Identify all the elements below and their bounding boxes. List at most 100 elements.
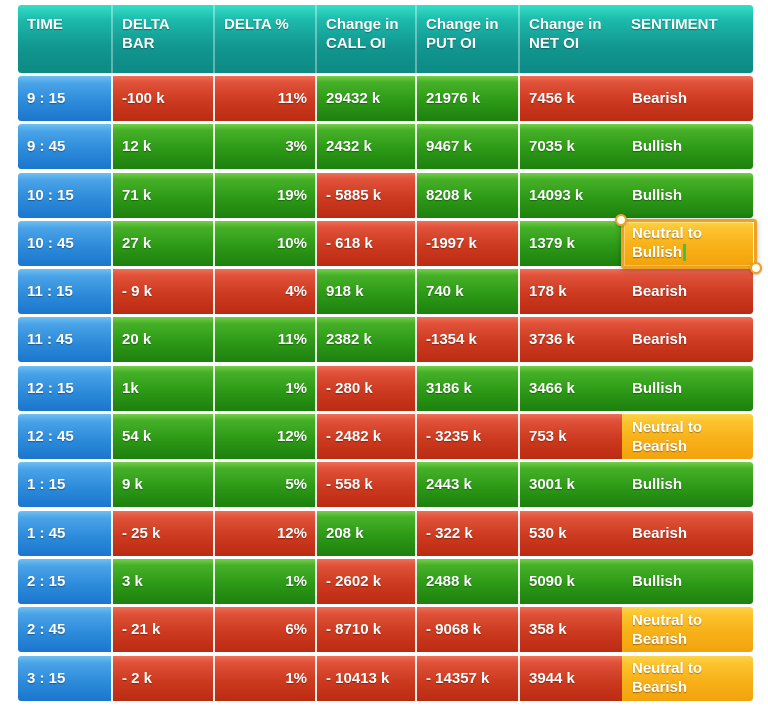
cell-put_oi[interactable]: 9467 k — [417, 124, 520, 170]
cell-net_oi[interactable]: 530 k — [520, 510, 622, 556]
cell-call_oi[interactable]: - 280 k — [317, 365, 417, 411]
cell-time[interactable]: 11 : 15 — [18, 269, 113, 315]
cell-put_oi[interactable]: 21976 k — [417, 76, 520, 121]
cell-call_oi[interactable]: - 8710 k — [317, 607, 417, 653]
selection-handle-top-left[interactable] — [615, 213, 627, 226]
cell-net_oi[interactable]: 3001 k — [520, 462, 622, 508]
cell-text: Bullish — [632, 476, 683, 494]
cell-time[interactable]: 10 : 45 — [18, 220, 113, 266]
cell-call_oi[interactable]: 29432 k — [317, 76, 417, 121]
cell-delta_bar[interactable]: 71 k — [113, 172, 215, 218]
cell-sentiment[interactable]: Bullish — [622, 172, 753, 218]
cell-time[interactable]: 2 : 45 — [18, 607, 113, 653]
cell-text: 3 k — [122, 572, 143, 590]
header-label: TIME — [27, 16, 63, 33]
cell-delta_pct[interactable]: 1% — [215, 558, 317, 604]
cell-put_oi[interactable]: -1354 k — [417, 317, 520, 363]
cell-net_oi[interactable]: 358 k — [520, 607, 622, 653]
cell-sentiment[interactable]: Bearish — [622, 269, 753, 315]
cell-put_oi[interactable]: -1997 k — [417, 220, 520, 266]
cell-call_oi[interactable]: 2382 k — [317, 317, 417, 363]
cell-time[interactable]: 9 : 45 — [18, 124, 113, 170]
cell-net_oi[interactable]: 5090 k — [520, 558, 622, 604]
cell-delta_bar[interactable]: 54 k — [113, 414, 215, 460]
cell-sentiment[interactable]: Bullish — [622, 365, 753, 411]
cell-net_oi[interactable]: 753 k — [520, 414, 622, 460]
cell-delta_bar[interactable]: 9 k — [113, 462, 215, 508]
cell-sentiment[interactable]: Bullish — [622, 558, 753, 604]
cell-time[interactable]: 11 : 45 — [18, 317, 113, 363]
cell-put_oi[interactable]: - 9068 k — [417, 607, 520, 653]
cell-put_oi[interactable]: 2443 k — [417, 462, 520, 508]
cell-put_oi[interactable]: 740 k — [417, 269, 520, 315]
cell-sentiment[interactable]: Bullish — [622, 124, 753, 170]
cell-time[interactable]: 1 : 45 — [18, 510, 113, 556]
cell-sentiment[interactable]: Bearish — [622, 317, 753, 363]
cell-call_oi[interactable]: - 10413 k — [317, 655, 417, 701]
cell-delta_pct[interactable]: 10% — [215, 220, 317, 266]
cell-delta_pct[interactable]: 6% — [215, 607, 317, 653]
cell-delta_bar[interactable]: 1k — [113, 365, 215, 411]
cell-net_oi[interactable]: 7456 k — [520, 76, 622, 121]
cell-delta_pct[interactable]: 12% — [215, 510, 317, 556]
cell-time[interactable]: 12 : 45 — [18, 414, 113, 460]
cell-net_oi[interactable]: 3944 k — [520, 655, 622, 701]
cell-delta_bar[interactable]: 20 k — [113, 317, 215, 363]
cell-sentiment[interactable]: Neutral to Bullish — [615, 213, 762, 274]
cell-time[interactable]: 1 : 15 — [18, 462, 113, 508]
cell-put_oi[interactable]: 8208 k — [417, 172, 520, 218]
cell-sentiment[interactable]: Neutral to Bearish — [622, 414, 753, 460]
cell-call_oi[interactable]: 2432 k — [317, 124, 417, 170]
cell-delta_bar[interactable]: 27 k — [113, 220, 215, 266]
cell-put_oi[interactable]: - 322 k — [417, 510, 520, 556]
cell-net_oi[interactable]: 7035 k — [520, 124, 622, 170]
cell-delta_pct[interactable]: 11% — [215, 76, 317, 121]
cell-net_oi[interactable]: 14093 k — [520, 172, 622, 218]
cell-call_oi[interactable]: - 558 k — [317, 462, 417, 508]
cell-call_oi[interactable]: 918 k — [317, 269, 417, 315]
cell-time[interactable]: 10 : 15 — [18, 172, 113, 218]
cell-delta_bar[interactable]: - 25 k — [113, 510, 215, 556]
cell-time[interactable]: 2 : 15 — [18, 558, 113, 604]
cell-delta_pct[interactable]: 4% — [215, 269, 317, 315]
cell-call_oi[interactable]: 208 k — [317, 510, 417, 556]
cell-delta_bar[interactable]: -100 k — [113, 76, 215, 121]
cell-time[interactable]: 9 : 15 — [18, 76, 113, 121]
cell-delta_pct[interactable]: 12% — [215, 414, 317, 460]
cell-call_oi[interactable]: - 2602 k — [317, 558, 417, 604]
cell-text: - 10413 k — [326, 669, 390, 687]
cell-time[interactable]: 12 : 15 — [18, 365, 113, 411]
cell-text: - 5885 k — [326, 186, 382, 204]
cell-sentiment[interactable]: Neutral to Bearish — [622, 655, 753, 701]
cell-text: 71 k — [122, 186, 152, 204]
cell-call_oi[interactable]: - 5885 k — [317, 172, 417, 218]
cell-net_oi[interactable]: 1379 k — [520, 220, 622, 266]
cell-sentiment[interactable]: Neutral to Bearish — [622, 607, 753, 653]
cell-delta_pct[interactable]: 11% — [215, 317, 317, 363]
cell-sentiment[interactable]: Bearish — [622, 76, 753, 121]
header-cell-time: TIME — [18, 5, 113, 73]
cell-delta_bar[interactable]: 12 k — [113, 124, 215, 170]
cell-delta_bar[interactable]: - 21 k — [113, 607, 215, 653]
selection-handle-bottom-right[interactable] — [750, 261, 762, 274]
cell-delta_pct[interactable]: 19% — [215, 172, 317, 218]
cell-delta_pct[interactable]: 1% — [215, 365, 317, 411]
cell-delta_bar[interactable]: - 2 k — [113, 655, 215, 701]
cell-time[interactable]: 3 : 15 — [18, 655, 113, 701]
cell-call_oi[interactable]: - 2482 k — [317, 414, 417, 460]
cell-delta_bar[interactable]: 3 k — [113, 558, 215, 604]
cell-net_oi[interactable]: 178 k — [520, 269, 622, 315]
cell-net_oi[interactable]: 3466 k — [520, 365, 622, 411]
cell-sentiment[interactable]: Bearish — [622, 510, 753, 556]
cell-sentiment[interactable]: Bullish — [622, 462, 753, 508]
cell-delta_bar[interactable]: - 9 k — [113, 269, 215, 315]
cell-put_oi[interactable]: 2488 k — [417, 558, 520, 604]
cell-delta_pct[interactable]: 3% — [215, 124, 317, 170]
cell-put_oi[interactable]: - 3235 k — [417, 414, 520, 460]
cell-delta_pct[interactable]: 5% — [215, 462, 317, 508]
cell-put_oi[interactable]: 3186 k — [417, 365, 520, 411]
cell-delta_pct[interactable]: 1% — [215, 655, 317, 701]
cell-net_oi[interactable]: 3736 k — [520, 317, 622, 363]
cell-call_oi[interactable]: - 618 k — [317, 220, 417, 266]
cell-put_oi[interactable]: - 14357 k — [417, 655, 520, 701]
